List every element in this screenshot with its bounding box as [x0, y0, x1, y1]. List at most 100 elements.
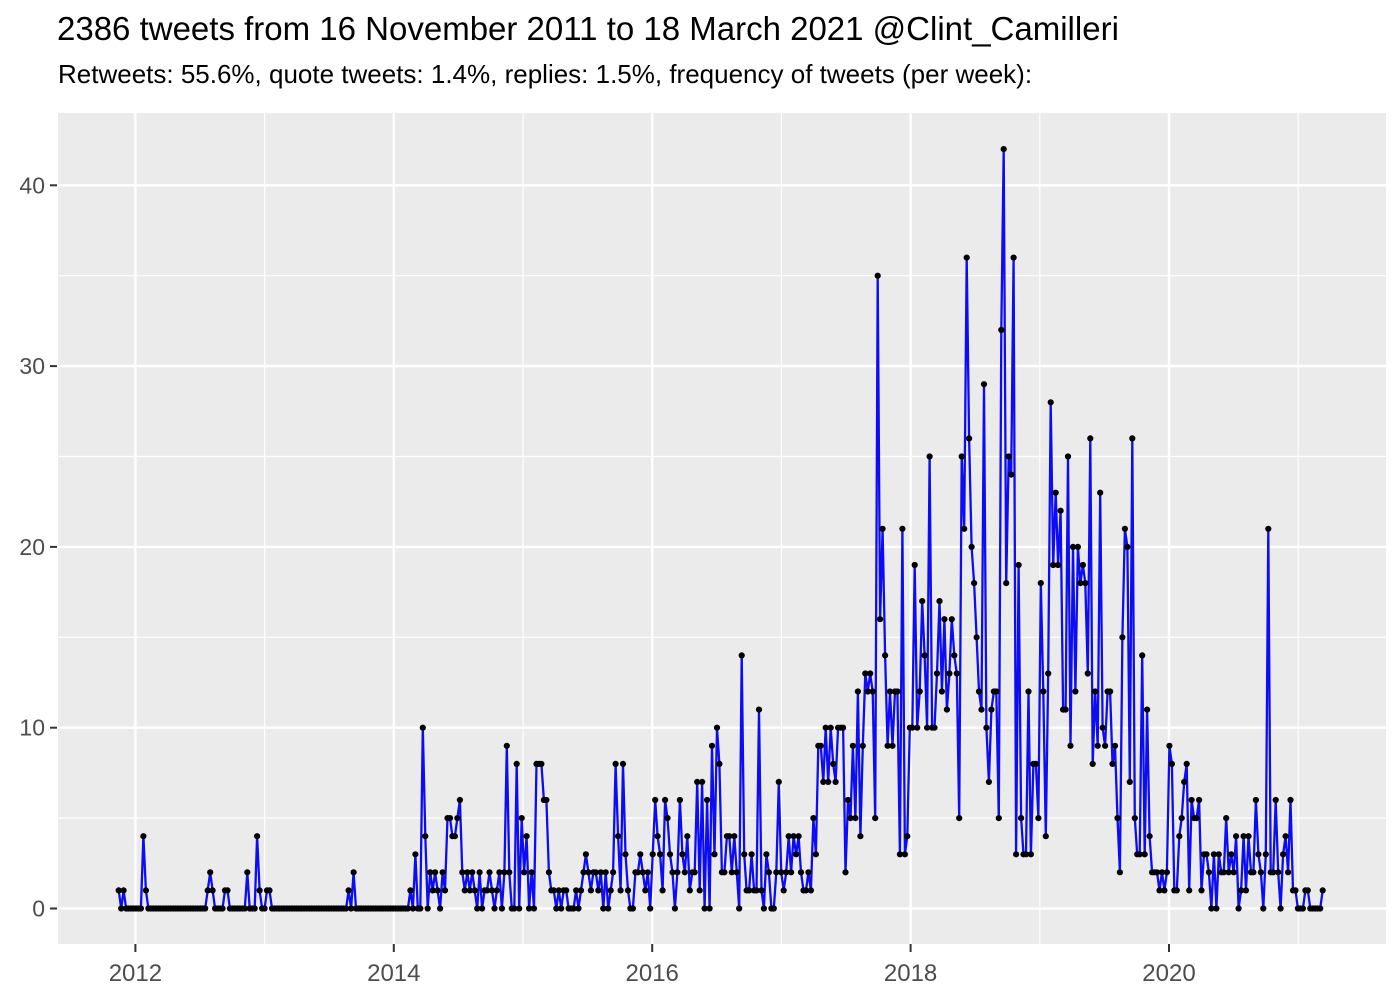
data-point: [694, 778, 701, 786]
data-point: [758, 887, 765, 894]
data-point: [1099, 724, 1106, 731]
data-point: [1198, 887, 1205, 894]
data-point: [1317, 905, 1324, 912]
plot-panel: [58, 113, 1386, 944]
data-point: [1064, 453, 1072, 460]
data-point: [805, 869, 812, 876]
data-point: [1255, 851, 1262, 858]
data-point: [261, 905, 268, 912]
data-point: [1111, 742, 1119, 749]
data-point: [943, 706, 951, 713]
data-point: [706, 905, 713, 912]
data-point: [938, 688, 946, 695]
data-point: [434, 887, 441, 894]
data-point: [733, 869, 740, 876]
data-point: [506, 869, 513, 876]
data-point: [1181, 778, 1188, 786]
data-point: [1220, 869, 1227, 876]
data-point: [980, 381, 988, 388]
data-point: [993, 688, 1000, 695]
data-point: [1153, 869, 1161, 876]
data-point: [1082, 580, 1089, 587]
data-point: [1156, 887, 1163, 894]
data-point: [1074, 543, 1081, 551]
data-point: [659, 887, 666, 894]
data-point: [874, 272, 881, 279]
data-point: [1282, 833, 1289, 840]
data-point: [224, 887, 231, 894]
data-point: [671, 905, 679, 912]
data-point: [1005, 453, 1012, 460]
data-point: [1089, 760, 1096, 768]
data-point: [464, 869, 471, 876]
data-point: [941, 616, 948, 623]
data-point: [619, 760, 627, 768]
data-point: [251, 905, 258, 912]
data-point: [592, 869, 599, 876]
data-point: [696, 887, 703, 894]
data-point: [1233, 833, 1240, 840]
data-point: [1287, 796, 1294, 804]
data-point: [726, 833, 733, 840]
data-point: [664, 815, 671, 822]
data-point: [521, 869, 528, 876]
data-point: [882, 652, 889, 659]
data-point: [644, 869, 651, 876]
data-point: [985, 778, 993, 786]
data-point: [679, 851, 686, 858]
data-point: [869, 688, 876, 695]
data-point: [545, 869, 553, 876]
data-point: [975, 688, 983, 695]
data-point: [1235, 905, 1242, 912]
data-point: [427, 869, 434, 876]
data-point: [983, 724, 990, 731]
data-point: [879, 525, 886, 532]
data-point: [602, 869, 609, 876]
data-point: [783, 869, 790, 876]
data-point: [1250, 869, 1257, 876]
y-tick-label: 20: [19, 534, 45, 560]
data-point: [120, 887, 127, 894]
data-point: [790, 833, 797, 840]
data-point: [1119, 634, 1126, 641]
data-point: [256, 887, 263, 894]
data-point: [1015, 561, 1022, 569]
data-point: [1079, 561, 1086, 569]
data-point: [936, 598, 943, 605]
data-point: [459, 869, 466, 876]
data-point: [1025, 688, 1032, 695]
data-point: [686, 887, 693, 894]
data-point: [978, 706, 985, 713]
data-point: [669, 869, 676, 876]
data-point: [1116, 869, 1123, 876]
data-point: [951, 652, 958, 659]
data-point: [904, 833, 911, 840]
data-point: [1213, 905, 1220, 912]
data-point: [847, 815, 854, 822]
data-point: [812, 851, 820, 858]
data-point: [530, 905, 538, 912]
data-point: [862, 670, 869, 677]
data-point: [479, 905, 486, 912]
y-tick-label: 40: [19, 172, 45, 198]
data-point: [775, 778, 782, 786]
data-point: [909, 724, 916, 731]
data-point: [1230, 869, 1237, 876]
data-point: [886, 688, 894, 695]
data-point: [652, 796, 659, 804]
data-point: [1109, 760, 1116, 768]
data-point: [429, 887, 436, 894]
data-point: [1013, 851, 1020, 858]
data-point: [797, 869, 805, 876]
data-point: [634, 869, 642, 876]
data-point: [417, 905, 424, 912]
data-point: [409, 905, 416, 912]
data-point: [778, 869, 785, 876]
x-tick-label: 2018: [884, 960, 937, 987]
data-point: [1126, 778, 1133, 786]
data-point: [1176, 833, 1183, 840]
data-point: [456, 796, 463, 804]
data-point: [1144, 706, 1151, 713]
data-point: [731, 833, 738, 840]
data-point: [1094, 742, 1101, 749]
